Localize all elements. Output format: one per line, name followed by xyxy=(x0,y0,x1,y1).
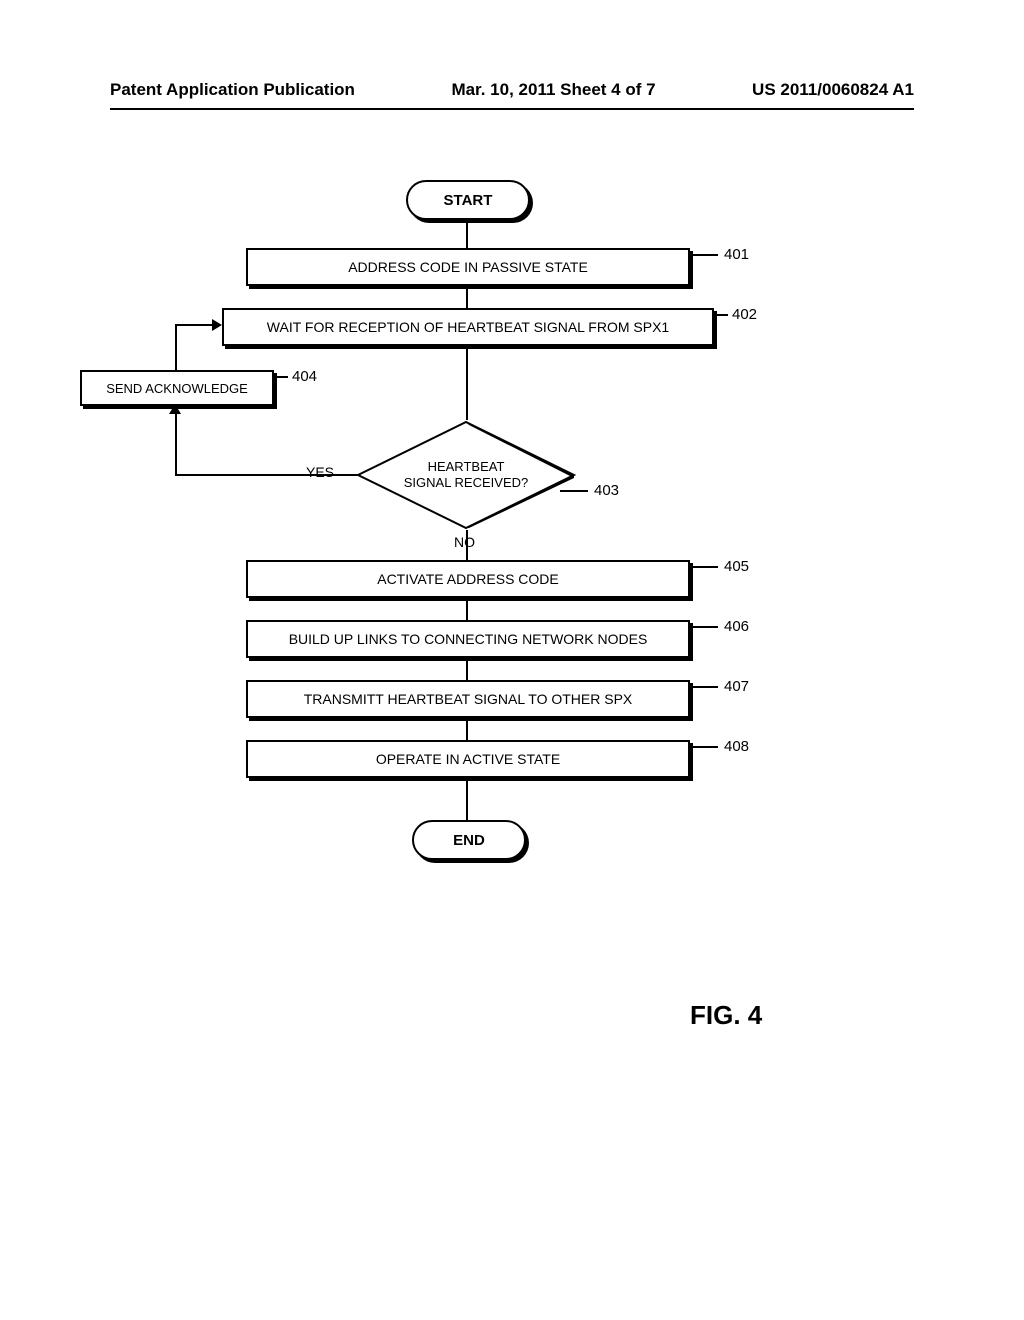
edge-403-404-h xyxy=(175,474,358,476)
node-end: END xyxy=(412,820,526,860)
header-right: US 2011/0060824 A1 xyxy=(752,80,914,100)
edge-404-402-v xyxy=(175,325,177,370)
ref-404: 404 xyxy=(292,368,317,385)
figure-label: FIG. 4 xyxy=(690,1000,762,1031)
ref-line-407 xyxy=(690,686,718,688)
ref-407: 407 xyxy=(724,678,749,695)
ref-line-403 xyxy=(560,490,588,492)
node-406: BUILD UP LINKS TO CONNECTING NETWORK NOD… xyxy=(246,620,690,658)
edge-407-408 xyxy=(466,718,468,740)
ref-line-402 xyxy=(714,314,728,316)
arrow-into-402-left xyxy=(212,319,222,331)
diamond-icon xyxy=(356,420,576,530)
node-407: TRANSMITT HEARTBEAT SIGNAL TO OTHER SPX xyxy=(246,680,690,718)
edge-406-407 xyxy=(466,658,468,680)
header-left: Patent Application Publication xyxy=(110,80,355,100)
edge-start-401 xyxy=(466,220,468,248)
node-403: HEARTBEAT SIGNAL RECEIVED? xyxy=(356,420,576,530)
ref-line-408 xyxy=(690,746,718,748)
edge-405-406 xyxy=(466,598,468,620)
ref-402: 402 xyxy=(732,306,757,323)
ref-406: 406 xyxy=(724,618,749,635)
edge-402-403 xyxy=(466,346,468,420)
node-405: ACTIVATE ADDRESS CODE xyxy=(246,560,690,598)
ref-line-404 xyxy=(274,376,288,378)
ref-line-406 xyxy=(690,626,718,628)
node-404: SEND ACKNOWLEDGE xyxy=(80,370,274,406)
ref-line-405 xyxy=(690,566,718,568)
ref-403: 403 xyxy=(594,482,619,499)
node-start: START xyxy=(406,180,530,220)
node-401: ADDRESS CODE IN PASSIVE STATE xyxy=(246,248,690,286)
edge-403-404-v xyxy=(175,406,177,476)
node-405-label: ACTIVATE ADDRESS CODE xyxy=(377,571,559,587)
edge-408-end xyxy=(466,778,468,820)
ref-405: 405 xyxy=(724,558,749,575)
ref-line-401 xyxy=(690,254,718,256)
edge-401-402 xyxy=(466,286,468,308)
arrow-into-404 xyxy=(169,404,181,414)
node-407-label: TRANSMITT HEARTBEAT SIGNAL TO OTHER SPX xyxy=(304,691,633,707)
node-404-label: SEND ACKNOWLEDGE xyxy=(106,381,248,396)
node-406-label: BUILD UP LINKS TO CONNECTING NETWORK NOD… xyxy=(289,631,648,647)
node-401-label: ADDRESS CODE IN PASSIVE STATE xyxy=(348,259,588,275)
edge-label-yes: YES xyxy=(306,464,334,480)
node-408-label: OPERATE IN ACTIVE STATE xyxy=(376,751,560,767)
header-center: Mar. 10, 2011 Sheet 4 of 7 xyxy=(451,80,655,100)
flowchart-fig4: START ADDRESS CODE IN PASSIVE STATE 401 … xyxy=(0,180,1024,980)
header-rule xyxy=(110,108,914,110)
node-end-label: END xyxy=(453,832,485,849)
page-header: Patent Application Publication Mar. 10, … xyxy=(110,80,914,100)
edge-label-no: NO xyxy=(454,534,475,550)
node-start-label: START xyxy=(444,192,493,209)
node-402-label: WAIT FOR RECEPTION OF HEARTBEAT SIGNAL F… xyxy=(267,319,669,335)
ref-408: 408 xyxy=(724,738,749,755)
edge-403-405 xyxy=(466,530,468,560)
node-402: WAIT FOR RECEPTION OF HEARTBEAT SIGNAL F… xyxy=(222,308,714,346)
edge-404-402-h xyxy=(175,324,213,326)
node-408: OPERATE IN ACTIVE STATE xyxy=(246,740,690,778)
ref-401: 401 xyxy=(724,246,749,263)
